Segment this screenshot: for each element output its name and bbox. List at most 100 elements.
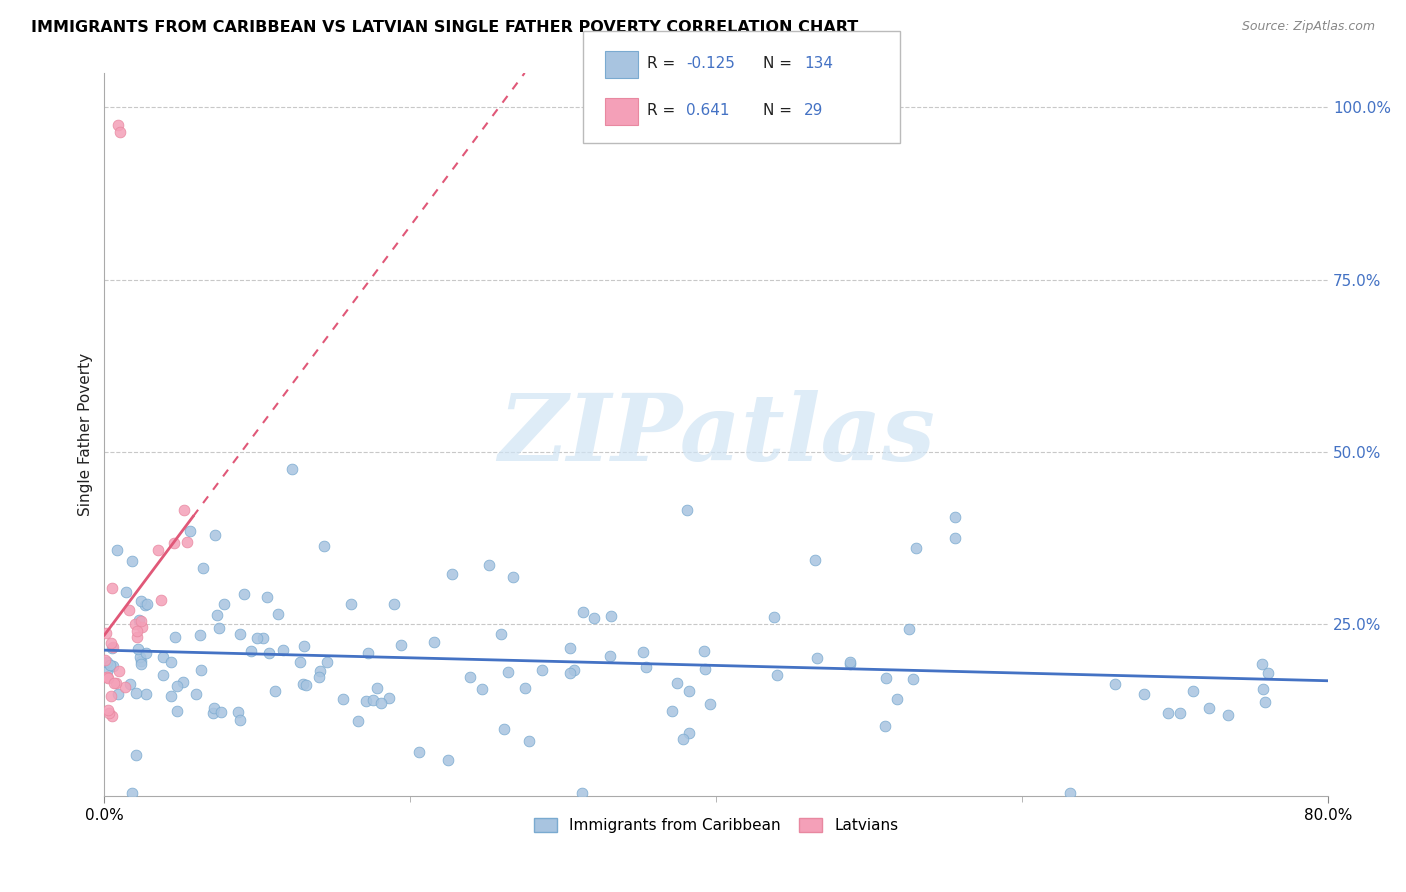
Point [159,655,181,669]
Point [1251,682,1274,697]
Point [496,665,519,679]
Point [252,632,274,646]
Point [101,640,124,654]
Point [502,570,524,584]
Point [100,689,122,703]
Point [107,687,129,701]
Point [267,607,290,621]
Point [1133,687,1156,701]
Point [636,659,658,673]
Text: R =: R = [647,103,681,118]
Point [96,670,118,684]
Point [128,649,150,664]
Point [97,702,120,716]
Point [232,587,254,601]
Point [423,635,446,649]
Point [118,603,141,617]
Point [530,664,553,678]
Point [1059,786,1081,800]
Point [308,665,330,679]
Point [152,649,174,664]
Point [1157,706,1180,720]
Point [191,561,214,575]
Point [207,622,229,636]
Point [886,692,908,706]
Point [128,614,150,628]
Point [370,697,392,711]
Point [943,531,966,545]
Point [1250,657,1272,671]
Point [115,585,138,599]
Point [190,628,212,642]
Point [100,636,122,650]
Point [134,598,156,612]
Point [1198,701,1220,715]
Point [101,640,124,655]
Point [107,118,129,132]
Point [875,671,897,685]
Point [97,671,120,685]
Point [186,688,208,702]
Point [136,597,159,611]
Point [125,747,148,762]
Point [124,617,146,632]
Point [340,598,363,612]
Point [101,581,124,595]
Text: R =: R = [647,56,681,70]
Point [131,620,153,634]
Point [292,676,315,690]
Point [173,503,195,517]
Point [118,676,141,690]
Point [229,713,252,727]
Point [478,558,501,572]
Point [114,680,136,694]
Point [163,630,186,644]
Legend: Immigrants from Caribbean, Latvians: Immigrants from Caribbean, Latvians [529,812,904,839]
Point [179,524,201,538]
Point [163,535,186,549]
Point [695,662,717,676]
Point [356,646,378,660]
Point [489,627,512,641]
Point [901,673,924,687]
Point [361,693,384,707]
Text: 134: 134 [804,56,834,70]
Point [96,664,118,678]
Point [583,611,606,625]
Text: N =: N = [763,103,797,118]
Point [103,675,125,690]
Point [332,692,354,706]
Point [127,642,149,657]
Point [96,625,118,640]
Point [209,705,232,719]
Point [108,664,131,678]
Point [121,554,143,568]
Text: -0.125: -0.125 [686,56,735,70]
Point [94,653,117,667]
Point [378,691,401,706]
Point [201,706,224,721]
Point [281,462,304,476]
Point [678,726,700,740]
Point [212,597,235,611]
Point [131,654,153,668]
Point [229,627,252,641]
Point [441,567,464,582]
Point [264,684,287,698]
Point [100,709,122,723]
Point [665,676,688,690]
Point [135,687,157,701]
Point [1257,666,1279,681]
Point [259,646,281,660]
Point [408,745,430,759]
Point [631,645,654,659]
Point [437,753,460,767]
Point [366,681,388,696]
Point [838,657,860,672]
Point [766,668,789,682]
Point [471,681,494,696]
Point [129,614,152,628]
Point [207,607,229,622]
Point [226,706,249,720]
Point [315,655,337,669]
